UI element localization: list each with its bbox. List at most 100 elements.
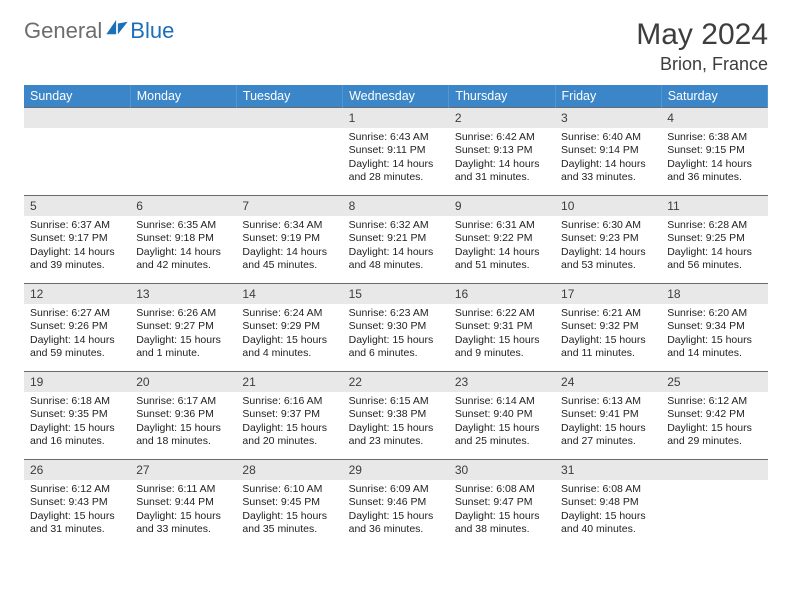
calendar-day-cell: 13Sunrise: 6:26 AMSunset: 9:27 PMDayligh… <box>130 284 236 372</box>
day-body: Sunrise: 6:10 AMSunset: 9:45 PMDaylight:… <box>236 480 342 541</box>
day-info-line: Daylight: 15 hours and 27 minutes. <box>561 422 655 449</box>
day-number: 14 <box>236 284 342 304</box>
calendar-day-cell: 14Sunrise: 6:24 AMSunset: 9:29 PMDayligh… <box>236 284 342 372</box>
day-body: Sunrise: 6:37 AMSunset: 9:17 PMDaylight:… <box>24 216 130 277</box>
day-info-line: Sunrise: 6:32 AM <box>349 219 443 232</box>
calendar-table: SundayMondayTuesdayWednesdayThursdayFrid… <box>24 85 768 548</box>
day-body: Sunrise: 6:40 AMSunset: 9:14 PMDaylight:… <box>555 128 661 189</box>
day-body: Sunrise: 6:11 AMSunset: 9:44 PMDaylight:… <box>130 480 236 541</box>
day-body: Sunrise: 6:21 AMSunset: 9:32 PMDaylight:… <box>555 304 661 365</box>
day-info-line: Sunrise: 6:09 AM <box>349 483 443 496</box>
calendar-day-cell: 3Sunrise: 6:40 AMSunset: 9:14 PMDaylight… <box>555 108 661 196</box>
calendar-day-cell <box>130 108 236 196</box>
day-info-line: Sunrise: 6:18 AM <box>30 395 124 408</box>
calendar-day-cell: 6Sunrise: 6:35 AMSunset: 9:18 PMDaylight… <box>130 196 236 284</box>
day-info-line: Sunset: 9:30 PM <box>349 320 443 333</box>
weekday-header: Wednesday <box>343 85 449 108</box>
calendar-day-cell: 24Sunrise: 6:13 AMSunset: 9:41 PMDayligh… <box>555 372 661 460</box>
day-body: Sunrise: 6:34 AMSunset: 9:19 PMDaylight:… <box>236 216 342 277</box>
day-number: 5 <box>24 196 130 216</box>
calendar-week-row: 1Sunrise: 6:43 AMSunset: 9:11 PMDaylight… <box>24 108 768 196</box>
day-info-line: Sunrise: 6:28 AM <box>667 219 761 232</box>
calendar-day-cell: 22 Sunrise: 6:15 AMSunset: 9:38 PMDayligh… <box>343 372 449 460</box>
logo-text-general: General <box>24 18 102 44</box>
day-number: 30 <box>449 460 555 480</box>
day-info-line: Daylight: 15 hours and 9 minutes. <box>455 334 549 361</box>
weekday-header: Thursday <box>449 85 555 108</box>
day-info-line: Sunset: 9:48 PM <box>561 496 655 509</box>
day-info-line: Sunrise: 6:10 AM <box>242 483 336 496</box>
day-info-line: Sunrise: 6:34 AM <box>242 219 336 232</box>
day-body: Sunrise: 6:35 AMSunset: 9:18 PMDaylight:… <box>130 216 236 277</box>
calendar-day-cell: 11Sunrise: 6:28 AMSunset: 9:25 PMDayligh… <box>661 196 767 284</box>
calendar-day-cell: 16Sunrise: 6:22 AMSunset: 9:31 PMDayligh… <box>449 284 555 372</box>
day-body: Sunrise: 6:32 AMSunset: 9:21 PMDaylight:… <box>343 216 449 277</box>
day-body: Sunrise: 6:27 AMSunset: 9:26 PMDaylight:… <box>24 304 130 365</box>
day-info-line: Sunset: 9:35 PM <box>30 408 124 421</box>
calendar-day-cell: 9Sunrise: 6:31 AMSunset: 9:22 PMDaylight… <box>449 196 555 284</box>
day-info-line: Daylight: 15 hours and 20 minutes. <box>242 422 336 449</box>
calendar-day-cell: 17Sunrise: 6:21 AMSunset: 9:32 PMDayligh… <box>555 284 661 372</box>
calendar-day-cell: 29Sunrise: 6:09 AMSunset: 9:46 PMDayligh… <box>343 460 449 548</box>
calendar-week-row: 19Sunrise: 6:18 AMSunset: 9:35 PMDayligh… <box>24 372 768 460</box>
day-body: Sunrise: 6:23 AMSunset: 9:30 PMDaylight:… <box>343 304 449 365</box>
calendar-day-cell: 28Sunrise: 6:10 AMSunset: 9:45 PMDayligh… <box>236 460 342 548</box>
day-info-line: Sunset: 9:40 PM <box>455 408 549 421</box>
day-number: 25 <box>661 372 767 392</box>
day-info-line: Daylight: 14 hours and 42 minutes. <box>136 246 230 273</box>
day-info-line: Sunset: 9:32 PM <box>561 320 655 333</box>
day-body: Sunrise: 6:22 AMSunset: 9:31 PMDaylight:… <box>449 304 555 365</box>
day-body <box>24 128 130 135</box>
calendar-day-cell: 15Sunrise: 6:23 AMSunset: 9:30 PMDayligh… <box>343 284 449 372</box>
day-info-line: Sunrise: 6:24 AM <box>242 307 336 320</box>
day-body: Sunrise: 6:18 AMSunset: 9:35 PMDaylight:… <box>24 392 130 453</box>
day-number: 22 <box>343 372 449 392</box>
day-info-line: Sunset: 9:45 PM <box>242 496 336 509</box>
day-number: 1 <box>343 108 449 128</box>
page-header: General Blue May 2024 Brion, France <box>24 18 768 75</box>
day-number: 2 <box>449 108 555 128</box>
day-info-line: Sunrise: 6:11 AM <box>136 483 230 496</box>
day-info-line: Sunset: 9:38 PM <box>349 408 443 421</box>
day-info-line: Daylight: 15 hours and 31 minutes. <box>30 510 124 537</box>
day-info-line: Sunset: 9:41 PM <box>561 408 655 421</box>
day-body: Sunrise: 6:28 AMSunset: 9:25 PMDaylight:… <box>661 216 767 277</box>
day-info-line: Sunrise: 6:15 AM <box>349 395 443 408</box>
day-info-line: Sunrise: 6:42 AM <box>455 131 549 144</box>
day-body: Sunrise: 6:13 AMSunset: 9:41 PMDaylight:… <box>555 392 661 453</box>
day-number <box>236 108 342 128</box>
day-body: Sunrise: 6:24 AMSunset: 9:29 PMDaylight:… <box>236 304 342 365</box>
logo-sail-icon <box>106 20 128 36</box>
day-info-line: Sunset: 9:22 PM <box>455 232 549 245</box>
calendar-day-cell: 7Sunrise: 6:34 AMSunset: 9:19 PMDaylight… <box>236 196 342 284</box>
day-info-line: Daylight: 15 hours and 38 minutes. <box>455 510 549 537</box>
day-info-line: Sunset: 9:21 PM <box>349 232 443 245</box>
month-title: May 2024 <box>636 18 768 52</box>
calendar-week-row: 12Sunrise: 6:27 AMSunset: 9:26 PMDayligh… <box>24 284 768 372</box>
day-info-line: Daylight: 15 hours and 40 minutes. <box>561 510 655 537</box>
title-block: May 2024 Brion, France <box>636 18 768 75</box>
day-number <box>24 108 130 128</box>
day-number: 27 <box>130 460 236 480</box>
weekday-header: Friday <box>555 85 661 108</box>
day-info-line: Sunset: 9:13 PM <box>455 144 549 157</box>
day-info-line: Daylight: 14 hours and 28 minutes. <box>349 158 443 185</box>
calendar-day-cell: 18Sunrise: 6:20 AMSunset: 9:34 PMDayligh… <box>661 284 767 372</box>
calendar-day-cell <box>24 108 130 196</box>
calendar-day-cell: 20Sunrise: 6:17 AMSunset: 9:36 PMDayligh… <box>130 372 236 460</box>
day-info-line: Sunrise: 6:12 AM <box>667 395 761 408</box>
day-number: 26 <box>24 460 130 480</box>
day-info-line: Daylight: 14 hours and 39 minutes. <box>30 246 124 273</box>
day-info-line: Sunset: 9:17 PM <box>30 232 124 245</box>
day-info-line: Daylight: 15 hours and 23 minutes. <box>349 422 443 449</box>
day-body: Sunrise: 6:16 AMSunset: 9:37 PMDaylight:… <box>236 392 342 453</box>
day-info-line: Sunset: 9:18 PM <box>136 232 230 245</box>
calendar-day-cell: 19Sunrise: 6:18 AMSunset: 9:35 PMDayligh… <box>24 372 130 460</box>
day-number: 28 <box>236 460 342 480</box>
day-number: 29 <box>343 460 449 480</box>
day-info-line: Sunset: 9:31 PM <box>455 320 549 333</box>
day-info-line: Daylight: 14 hours and 48 minutes. <box>349 246 443 273</box>
day-number: 16 <box>449 284 555 304</box>
calendar-day-cell: 27Sunrise: 6:11 AMSunset: 9:44 PMDayligh… <box>130 460 236 548</box>
day-info-line: Daylight: 14 hours and 45 minutes. <box>242 246 336 273</box>
